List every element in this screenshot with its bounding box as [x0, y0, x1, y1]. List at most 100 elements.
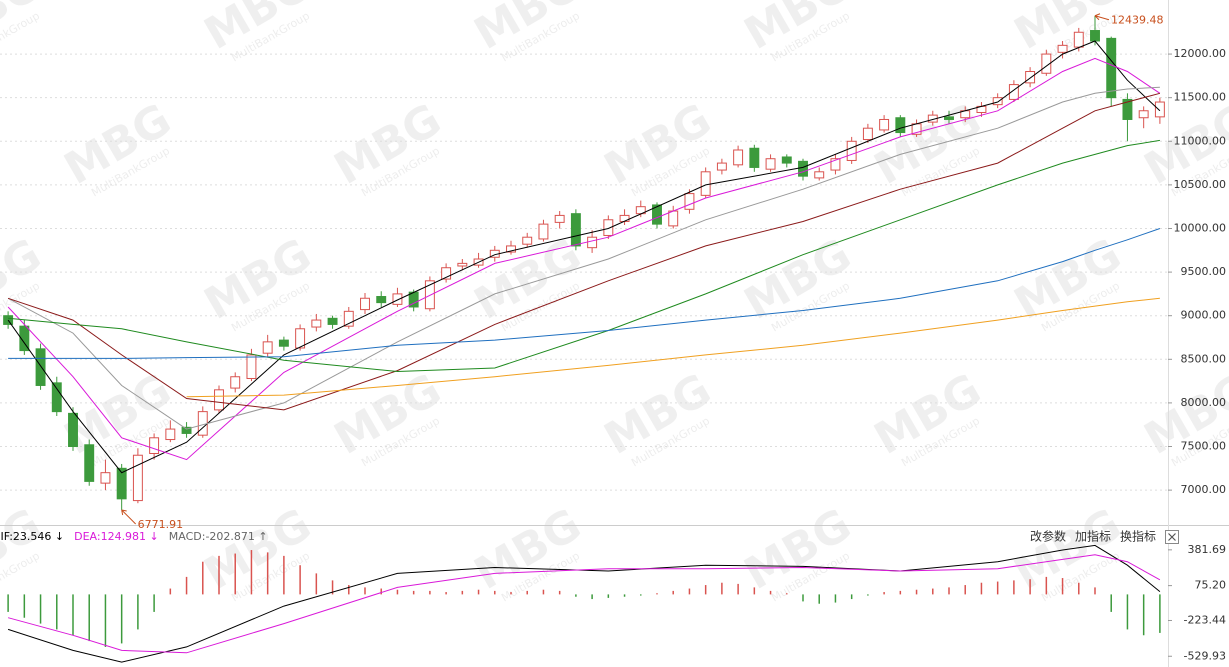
candle-body	[733, 149, 744, 166]
candle-body	[522, 236, 533, 245]
candle-body	[84, 444, 95, 482]
candle-body	[862, 127, 873, 141]
candle-body	[992, 97, 1003, 106]
candle-body	[311, 319, 322, 328]
indicator-line	[7, 40, 1161, 474]
candle-body	[1106, 37, 1117, 99]
indicator-line	[7, 86, 1160, 430]
y-tick-label: 11500.00	[1174, 91, 1227, 104]
candle-body	[1041, 53, 1052, 74]
indicator-line	[7, 544, 1161, 663]
candle-body	[68, 412, 78, 448]
y-tick-label: 9500.00	[1181, 265, 1227, 278]
candle-body	[749, 147, 760, 168]
candle-body	[181, 426, 192, 434]
annotation: 12439.48	[1111, 14, 1164, 27]
candle-body	[668, 210, 679, 227]
candle-body	[35, 348, 46, 386]
candle-body	[3, 315, 14, 325]
y-tick-label: -223.44	[1184, 613, 1226, 626]
candle-body	[149, 437, 160, 454]
y-tick-label: 10500.00	[1174, 178, 1227, 191]
candle-body	[327, 317, 338, 325]
candle-body	[554, 214, 565, 223]
candle-body	[700, 171, 711, 196]
candle-body	[846, 140, 857, 161]
candle-body	[603, 219, 614, 236]
candle-body	[165, 428, 176, 441]
candle-body	[1073, 31, 1084, 48]
y-tick-label: 381.69	[1188, 543, 1227, 556]
y-tick-label: 8000.00	[1181, 396, 1227, 409]
button[interactable]: 改参数	[1030, 529, 1066, 544]
indicator-line	[7, 57, 1161, 461]
annotation: 6771.91	[138, 518, 184, 531]
y-tick-label: 75.20	[1195, 579, 1227, 592]
annotation-arrow	[1094, 13, 1110, 21]
candle-body	[830, 158, 841, 171]
candle-body	[262, 341, 273, 354]
button[interactable]: 加指标	[1075, 529, 1111, 544]
candle-body	[798, 160, 808, 177]
button[interactable]: 换指标	[1120, 529, 1156, 544]
candle-body	[1025, 71, 1036, 84]
candle-body	[570, 213, 581, 247]
indicator-line	[8, 228, 1161, 359]
candle-body	[781, 156, 792, 164]
candle-body	[100, 472, 111, 484]
candle-body	[506, 245, 516, 253]
indicator-line	[186, 297, 1160, 398]
candle-body	[278, 339, 289, 347]
candle-body	[376, 296, 387, 304]
candle-body	[895, 117, 906, 134]
y-tick-label: 8500.00	[1181, 352, 1227, 365]
candle-body	[652, 204, 662, 225]
candle-body	[619, 214, 630, 223]
candle-body	[716, 162, 727, 171]
y-tick-label: 11000.00	[1174, 134, 1227, 147]
y-tick-label: 7000.00	[1181, 483, 1227, 496]
candle-body	[684, 193, 695, 210]
candle-body	[392, 293, 403, 305]
candle-body	[19, 325, 30, 352]
y-tick-label: -529.93	[1184, 649, 1226, 662]
candle-body	[1057, 44, 1068, 53]
y-tick-label: 9000.00	[1181, 309, 1227, 322]
watermark: MBG	[0, 499, 50, 600]
candle-body	[879, 118, 890, 131]
indicator-line	[7, 554, 1161, 654]
indicator-line	[7, 92, 1161, 411]
indicator-line	[8, 139, 1160, 373]
candle-body	[343, 310, 354, 327]
candle-body	[441, 267, 452, 280]
candle-body	[457, 262, 468, 267]
candle-body	[246, 354, 257, 379]
candle-body	[360, 297, 370, 311]
candle-body	[1154, 101, 1165, 118]
annotation-arrow	[121, 509, 137, 525]
candle-body	[587, 236, 598, 249]
candle-body	[814, 171, 825, 179]
candle-body	[132, 454, 143, 502]
indicator-value: DIF:23.546 ↓	[0, 530, 64, 543]
indicator-value: DEA:124.981 ↓	[74, 530, 159, 543]
candle-body	[1138, 110, 1149, 119]
candle-body	[1090, 30, 1100, 42]
watermark: MBG	[0, 229, 50, 330]
y-tick-label: 10000.00	[1174, 221, 1227, 234]
candle-body	[295, 328, 306, 349]
y-tick-label: 7500.00	[1181, 440, 1227, 453]
candle-body	[1122, 98, 1133, 120]
candle-body	[214, 389, 224, 411]
candle-body	[1008, 84, 1019, 100]
close-button[interactable]	[1165, 530, 1179, 544]
candle-body	[944, 116, 954, 120]
y-tick-label: 12000.00	[1174, 47, 1227, 60]
candle-body	[116, 467, 127, 500]
candle-body	[538, 223, 549, 240]
candle-body	[51, 382, 62, 413]
candle-body	[230, 376, 241, 389]
indicator-value: MACD:-202.871 ↑	[169, 530, 268, 543]
